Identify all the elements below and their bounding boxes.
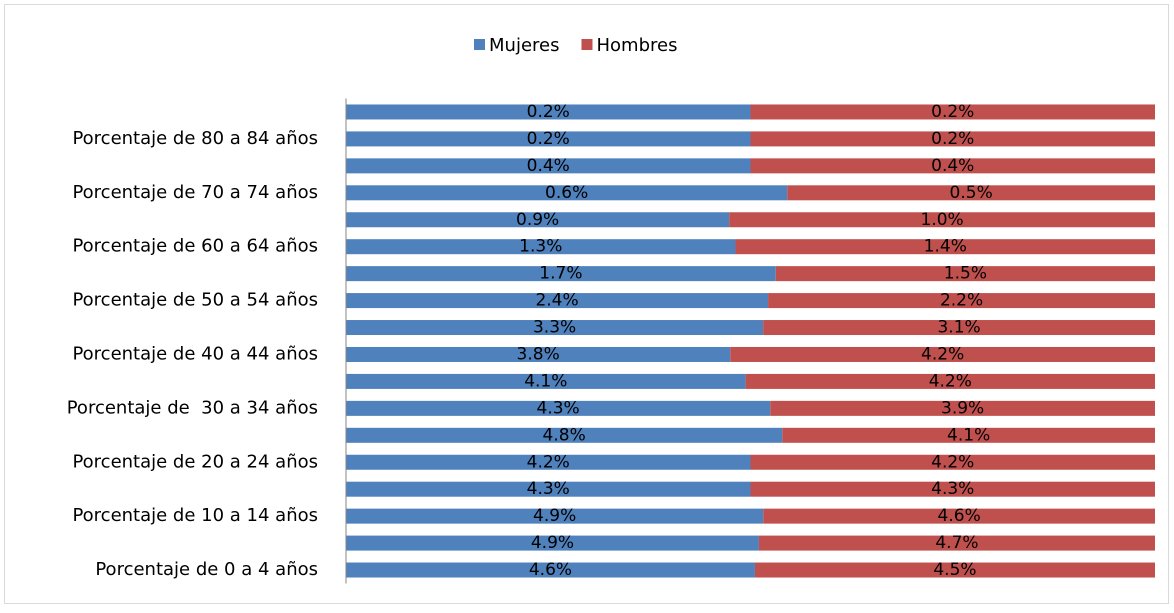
bar-segment: [346, 266, 776, 282]
data-label: 1.5%: [944, 264, 987, 284]
bar-segment: [745, 373, 1155, 389]
bar-segment: [346, 212, 730, 228]
bar-segment: [730, 346, 1155, 362]
data-label: 2.2%: [940, 291, 983, 311]
data-label: 4.3%: [527, 479, 570, 499]
bar-segment: [735, 239, 1155, 255]
data-label: 0.5%: [950, 183, 993, 203]
bar-segment: [787, 185, 1155, 201]
y-tick-label: Porcentaje de 70 a 74 años: [72, 182, 318, 203]
bar-segment: [768, 293, 1155, 309]
bar-segment: [750, 454, 1155, 470]
data-label: 1.3%: [519, 237, 562, 257]
bar-segment: [750, 481, 1155, 497]
bar-segment: [346, 239, 736, 255]
bar-segment: [729, 212, 1155, 228]
data-label: 4.6%: [938, 506, 981, 526]
bar-segment: [763, 508, 1155, 524]
data-label: 4.3%: [537, 398, 580, 418]
y-tick-label: Porcentaje de 30 a 34 años: [67, 397, 318, 418]
legend-swatch: [474, 39, 485, 50]
data-label: 0.2%: [527, 129, 570, 149]
bar-segment: [750, 104, 1155, 120]
bar-segment: [346, 481, 751, 497]
legend-label: Mujeres: [489, 35, 559, 56]
data-label: 4.9%: [533, 506, 576, 526]
bar-segment: [346, 346, 731, 362]
data-label: 4.2%: [527, 452, 570, 472]
bar-segment: [346, 131, 751, 147]
y-tick-label: Porcentaje de 50 a 54 años: [72, 290, 318, 311]
bar-segment: [346, 320, 764, 336]
bar-segment: [758, 535, 1155, 551]
data-label: 4.5%: [933, 560, 976, 580]
data-label: 1.4%: [924, 237, 967, 257]
data-label: 0.4%: [931, 156, 974, 176]
data-label: 3.9%: [941, 398, 984, 418]
data-label: 4.1%: [947, 425, 990, 445]
data-label: 1.0%: [921, 210, 964, 230]
bar-segment: [346, 454, 751, 470]
data-label: 4.8%: [543, 425, 586, 445]
bar-segment: [346, 427, 783, 443]
bar-segment: [750, 131, 1155, 147]
data-label: 0.6%: [545, 183, 588, 203]
data-label: 4.2%: [921, 344, 964, 364]
bar-segment: [750, 158, 1155, 174]
bar-segment: [346, 185, 788, 201]
data-label: 4.9%: [531, 533, 574, 553]
bar-segment: [346, 535, 759, 551]
bar-segment: [782, 427, 1155, 443]
data-label: 4.1%: [524, 371, 567, 391]
data-label: 0.9%: [516, 210, 559, 230]
bar-segment: [770, 400, 1155, 416]
y-tick-label: Porcentaje de 10 a 14 años: [72, 505, 318, 526]
data-label: 4.6%: [529, 560, 572, 580]
y-tick-label: Porcentaje de 40 a 44 años: [72, 343, 318, 364]
y-tick-label: Porcentaje de 20 a 24 años: [72, 451, 318, 472]
bar-segment: [763, 320, 1155, 336]
bar-segment: [346, 400, 771, 416]
y-tick-label: Porcentaje de 60 a 64 años: [72, 236, 318, 257]
data-label: 3.3%: [533, 318, 576, 338]
y-tick-label: Porcentaje de 0 a 4 años: [95, 559, 318, 580]
data-label: 3.8%: [517, 344, 560, 364]
bar-segment: [346, 158, 751, 174]
data-label: 4.7%: [935, 533, 978, 553]
bar-segment: [754, 562, 1155, 578]
data-label: 4.3%: [931, 479, 974, 499]
data-label: 4.2%: [929, 371, 972, 391]
bar-segment: [346, 562, 755, 578]
data-label: 4.2%: [931, 452, 974, 472]
data-label: 0.2%: [931, 129, 974, 149]
legend-swatch: [581, 39, 593, 50]
legend-label: Hombres: [596, 35, 677, 56]
data-label: 0.2%: [527, 102, 570, 122]
y-tick-label: Porcentaje de 80 a 84 años: [72, 128, 318, 149]
bar-segment: [775, 266, 1155, 282]
data-label: 2.4%: [535, 291, 578, 311]
bar-segment: [346, 104, 751, 120]
bar-segment: [346, 293, 769, 309]
data-label: 0.2%: [931, 102, 974, 122]
bar-segment: [346, 373, 746, 389]
bar-segment: [346, 508, 764, 524]
data-label: 3.1%: [937, 318, 980, 338]
data-label: 0.4%: [527, 156, 570, 176]
data-label: 1.7%: [539, 264, 582, 284]
